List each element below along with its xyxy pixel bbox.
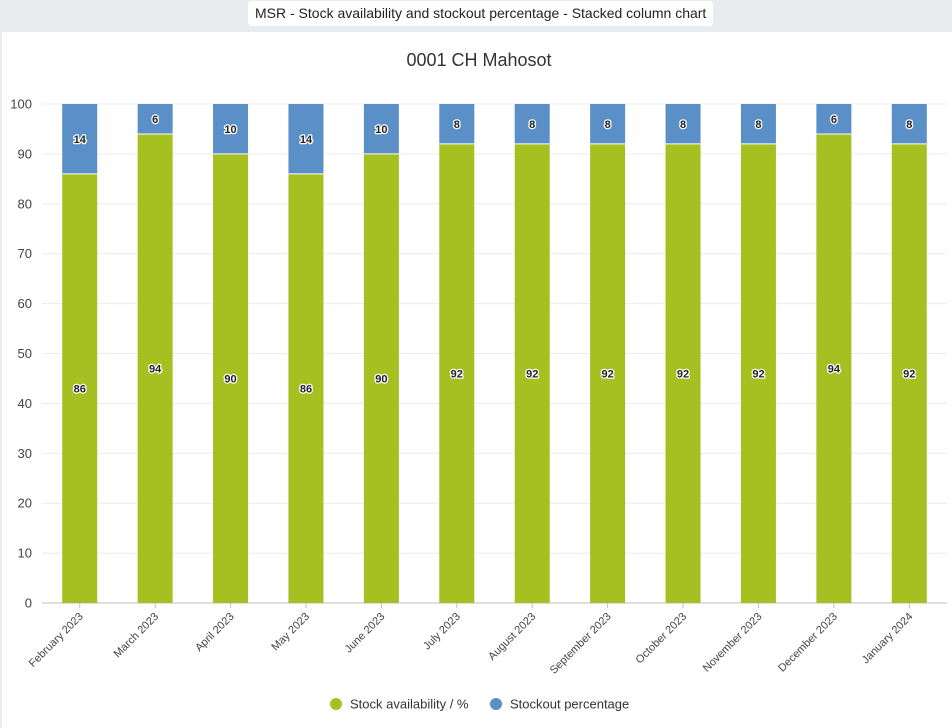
bar-segment[interactable] [740,143,776,604]
bars: 86 14 94 6 90 10 86 14 90 10 92 8 92 8 92 8 92 8 92 8 94 6 92 8 [62,104,927,604]
data-label: 92 [526,368,538,380]
legend-label: Stock availability / % [350,697,469,712]
data-label: 92 [752,368,764,380]
bar-segment[interactable] [363,153,399,603]
bar-segment[interactable] [740,104,776,144]
bar-segment[interactable] [439,104,475,144]
bar-segment[interactable] [514,143,550,604]
data-label: 92 [677,368,689,380]
x-tick-label: November 2023 [701,611,765,675]
data-label: 92 [903,368,915,380]
bar-segment[interactable] [590,143,626,604]
x-axis: February 2023 March 2023 April 2023 May 202… [27,603,916,677]
x-tick-label: June 2023 [343,611,388,656]
legend-marker [330,698,342,710]
data-label: 14 [74,134,87,146]
bar-segment[interactable] [363,104,399,154]
x-tick-label: September 2023 [548,611,614,677]
y-axis: 0 10 20 30 40 50 60 70 80 90 100 [10,97,32,611]
bar-segment[interactable] [590,104,626,144]
bar-segment[interactable] [816,104,852,134]
bar-segment[interactable] [213,104,249,154]
bar-segment[interactable] [137,104,173,134]
data-label: 14 [300,134,313,146]
y-tick-label: 20 [18,496,32,511]
legend[interactable]: Stock availability / % Stockout percentag… [330,697,629,712]
bar-segment[interactable] [62,104,98,174]
data-label: 92 [451,368,463,380]
stacked-column-chart: 0001 CH Mahosot 0 10 20 30 40 50 60 70 80 90 100 8… [10,50,947,712]
data-label: 86 [300,383,312,395]
y-tick-label: 80 [18,196,32,211]
bar-segment[interactable] [665,104,701,144]
chart-title: 0001 CH Mahosot [406,50,551,70]
x-tick-label: May 2023 [269,611,312,654]
window-title: MSR - Stock availability and stockout pe… [248,1,714,26]
legend-label: Stockout percentage [510,697,629,712]
data-label: 10 [224,124,236,136]
data-label: 10 [375,124,387,136]
x-tick-label: October 2023 [634,611,690,667]
y-tick-label: 30 [18,446,32,461]
x-tick-label: January 2024 [860,611,916,667]
data-label: 8 [605,119,611,131]
data-label: 6 [152,114,158,126]
bar-segment[interactable] [62,173,98,604]
data-label: 94 [828,363,841,375]
window-title-bar: MSR - Stock availability and stockout pe… [0,0,952,32]
bar-segment[interactable] [665,143,701,604]
x-tick-label: July 2023 [421,611,463,653]
bar-segment[interactable] [891,143,927,604]
chart-panel: 0001 CH Mahosot 0 10 20 30 40 50 60 70 80 90 100 8… [2,32,952,728]
y-tick-label: 100 [10,97,32,112]
bar-segment[interactable] [288,173,324,604]
x-tick-label: December 2023 [776,611,840,675]
data-label: 6 [831,114,837,126]
data-label: 86 [74,383,86,395]
y-tick-label: 90 [18,146,32,161]
bar-segment[interactable] [439,143,475,604]
data-label: 90 [224,373,236,385]
x-tick-label: March 2023 [112,611,162,661]
bar-segment[interactable] [816,133,852,603]
data-label: 8 [454,119,460,131]
x-tick-label: August 2023 [486,611,538,663]
y-tick-label: 50 [18,346,32,361]
data-label: 8 [906,119,912,131]
bar-segment[interactable] [891,104,927,144]
y-tick-label: 60 [18,296,32,311]
y-tick-label: 70 [18,246,32,261]
data-label: 94 [149,363,162,375]
data-label: 92 [602,368,614,380]
y-tick-label: 0 [25,596,32,611]
data-label: 8 [680,119,686,131]
x-tick-label: April 2023 [193,611,237,655]
legend-marker [490,698,502,710]
y-tick-label: 10 [18,546,32,561]
grid-lines [42,103,947,604]
legend-item[interactable]: Stockout percentage [490,697,629,712]
y-tick-label: 40 [18,396,32,411]
legend-item[interactable]: Stock availability / % [330,697,469,712]
data-label: 8 [529,119,535,131]
bar-segment[interactable] [213,153,249,603]
x-tick-label: February 2023 [27,611,86,670]
data-label: 8 [755,119,761,131]
data-label: 90 [375,373,387,385]
bar-segment[interactable] [514,104,550,144]
bar-segment[interactable] [137,133,173,603]
bar-segment[interactable] [288,104,324,174]
